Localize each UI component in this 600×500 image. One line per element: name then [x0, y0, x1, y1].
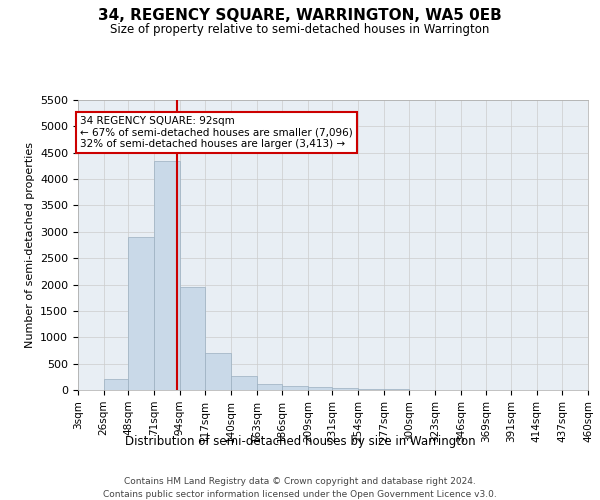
Bar [332, 388, 358, 390]
Bar [358, 389, 384, 390]
Bar [231, 376, 257, 390]
Text: Distribution of semi-detached houses by size in Warrington: Distribution of semi-detached houses by … [125, 435, 475, 448]
Y-axis label: Number of semi-detached properties: Number of semi-detached properties [25, 142, 35, 348]
Text: 34 REGENCY SQUARE: 92sqm
← 67% of semi-detached houses are smaller (7,096)
32% o: 34 REGENCY SQUARE: 92sqm ← 67% of semi-d… [80, 116, 353, 149]
Bar [104, 380, 128, 390]
Text: 34, REGENCY SQUARE, WARRINGTON, WA5 0EB: 34, REGENCY SQUARE, WARRINGTON, WA5 0EB [98, 8, 502, 22]
Bar [282, 386, 308, 390]
Text: Size of property relative to semi-detached houses in Warrington: Size of property relative to semi-detach… [110, 22, 490, 36]
Bar [179, 287, 205, 390]
Bar [128, 237, 154, 390]
Bar [205, 353, 231, 390]
Text: Contains public sector information licensed under the Open Government Licence v3: Contains public sector information licen… [103, 490, 497, 499]
Bar [257, 384, 282, 390]
Bar [308, 388, 332, 390]
Text: Contains HM Land Registry data © Crown copyright and database right 2024.: Contains HM Land Registry data © Crown c… [124, 478, 476, 486]
Bar [154, 160, 179, 390]
